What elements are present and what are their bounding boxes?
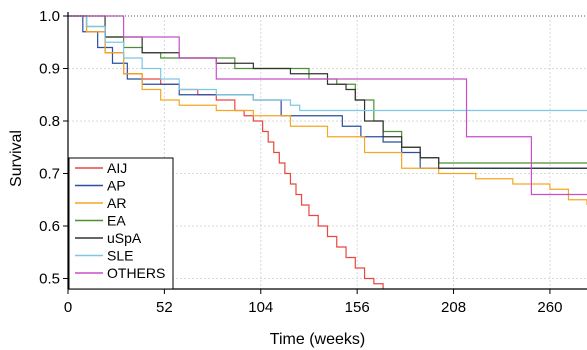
series-line-sle [68,15,587,112]
legend-label: AR [107,195,126,211]
x-tick-label: 156 [345,299,370,316]
x-tick-label: 208 [441,299,466,316]
y-axis-label: Survival [8,130,25,187]
y-tick-label: 0.7 [39,166,60,183]
x-tick-label: 104 [248,299,273,316]
legend-item-aij: AIJ [75,160,127,176]
legend-label: OTHERS [107,265,165,281]
legend-item-uspa: uSpA [75,230,142,246]
legend-label: SLE [107,248,133,264]
series-line-uspa [68,15,587,169]
x-tick-label: 0 [64,299,72,316]
legend-item-sle: SLE [75,248,133,264]
legend-item-ea: EA [75,213,126,229]
legend-label: AIJ [107,160,127,176]
series-lines [68,15,587,289]
series-line-ar [68,15,587,205]
y-tick-label: 0.5 [39,271,60,288]
y-tick-label: 0.9 [39,61,60,78]
legend-item-ap: AP [75,178,126,194]
x-tick-label: 52 [156,299,173,316]
x-axis-label: Time (weeks) [270,331,365,348]
y-tick-label: 1.0 [39,8,60,25]
y-tick-label: 0.8 [39,113,60,130]
legend-item-others: OTHERS [75,265,165,281]
legend-label: AP [107,178,126,194]
x-tick-label: 260 [537,299,562,316]
legend-label: uSpA [107,230,142,246]
y-tick-label: 0.6 [39,218,60,235]
series-line-others [68,15,587,196]
legend-item-ar: AR [75,195,126,211]
gridlines [68,16,587,289]
series-line-aij [68,15,384,289]
tick-labels: 0 52 104 156 208 260 0.5 0.6 0.7 0.8 0.9 1.0 [39,8,562,316]
legend-label: EA [107,213,126,229]
legend-box [68,157,174,290]
